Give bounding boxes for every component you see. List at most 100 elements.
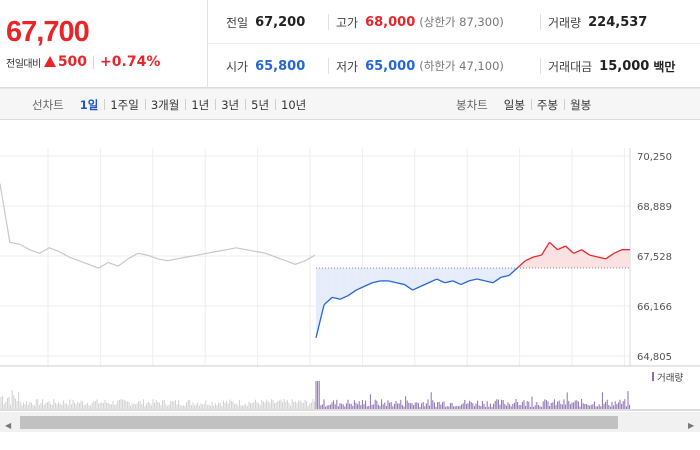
baseline-fill-segment — [372, 268, 381, 283]
baseline-fill-segment — [316, 268, 325, 338]
today-series-segment — [428, 278, 438, 284]
today-series-segment — [412, 285, 421, 291]
quote-grid: 전일 67,200 고가 68,000 (상한가 87,300) 거래량 224… — [208, 0, 700, 88]
today-series-segment — [404, 284, 413, 291]
baseline-fill-segment — [348, 268, 357, 296]
tab-line_items-4[interactable]: 3년 — [215, 97, 245, 113]
today-series-segment — [549, 241, 558, 251]
cell-divider — [328, 14, 329, 30]
today-line — [315, 241, 630, 338]
tab-candle_items-1[interactable]: 주봉 — [530, 97, 564, 113]
tab-line_items-2[interactable]: 3개월 — [144, 97, 185, 113]
today-series-segment — [355, 285, 365, 291]
today-series-segment — [565, 245, 575, 254]
baseline-fill-segment — [388, 268, 397, 283]
baseline-fill-segment — [380, 268, 389, 281]
today-series-segment — [484, 280, 494, 284]
today-series-segment — [589, 254, 598, 258]
tab-line_items-6[interactable]: 10년 — [275, 97, 312, 113]
volume-value: 224,537 — [588, 14, 648, 30]
volume-legend-swatch — [652, 372, 654, 381]
upper-limit: (상한가 87,300) — [419, 15, 504, 29]
baseline-fill-segment — [364, 268, 373, 287]
baseline-fill-segment — [485, 268, 494, 283]
today-series-segment — [597, 256, 606, 260]
prev-close-value: 67,200 — [255, 14, 306, 30]
scroll-right-arrow-icon: ▶ — [688, 421, 695, 430]
today-series-segment — [501, 274, 510, 278]
baseline-fill-segment — [613, 249, 622, 269]
baseline-fill-segment — [412, 268, 421, 291]
lower-limit: (하한가 47,100) — [419, 59, 504, 73]
baseline-fill-segment — [549, 242, 558, 269]
current-price: 67,700 — [6, 16, 90, 48]
today-series-segment — [605, 252, 615, 260]
baseline-fill-segment — [404, 268, 413, 291]
volume-label: 거래량 — [548, 15, 582, 30]
y-tick-label: 68,889 — [637, 202, 672, 213]
today-series-segment — [516, 260, 526, 269]
change-rate: +0.74% — [100, 54, 161, 70]
y-tick-label: 70,250 — [637, 152, 672, 163]
tab-line_items-1[interactable]: 1주일 — [104, 97, 144, 113]
today-series-segment — [476, 278, 486, 282]
baseline-fill-segment — [332, 268, 341, 300]
open-cell: 시가 65,800 — [226, 44, 305, 88]
volume-panel: 거래량 — [0, 365, 700, 411]
baseline-fill-segment — [468, 268, 478, 281]
amount-value: 15,000 — [599, 58, 650, 74]
volume-legend-label: 거래량 — [657, 372, 683, 384]
baseline-fill-segment — [396, 268, 405, 285]
tab-line_items-0[interactable]: 1일 — [79, 97, 99, 112]
y-tick-label: 66,166 — [637, 302, 672, 313]
baseline-fill-segment — [420, 268, 429, 287]
high-cell: 고가 68,000 (상한가 87,300) — [336, 0, 504, 44]
horizontal-scrollbar[interactable]: ◀ ▶ — [0, 412, 700, 432]
amount-label: 거래대금 — [548, 59, 593, 74]
candle-chart-tabs: 봉차트 일봉 주봉 월봉 — [456, 89, 597, 120]
tab-candle_items-2[interactable]: 월봉 — [564, 97, 597, 113]
baseline-fill-segment — [525, 257, 534, 269]
today-series-segment — [347, 289, 357, 297]
baseline-fill-segment — [356, 268, 365, 291]
quote-row-2: 시가 65,800 저가 65,000 (하한가 47,100) 거래대금 15… — [208, 44, 700, 88]
baseline-fill-segment — [597, 257, 606, 269]
low-value: 65,000 — [365, 58, 416, 74]
today-series-segment — [323, 296, 333, 306]
today-series-segment — [557, 245, 566, 251]
quote-row-1: 전일 67,200 고가 68,000 (상한가 87,300) 거래량 224… — [208, 0, 700, 44]
today-series-segment — [372, 280, 381, 284]
tab-line_items-5[interactable]: 5년 — [245, 97, 275, 113]
baseline-fill-segment — [428, 268, 437, 283]
baseline-fill-segment — [324, 268, 333, 305]
baseline-fill-segment — [460, 268, 469, 285]
baseline-fill-segment — [541, 242, 550, 269]
y-tick-label: 64,805 — [637, 352, 672, 363]
today-series-segment — [533, 254, 542, 258]
baseline-fill-segment — [477, 268, 486, 281]
tab-candle_items-0[interactable]: 일봉 — [503, 97, 525, 112]
line-chart-tabs: 선차트 1일 1주일 3개월 1년 3년 5년 10년 — [32, 89, 312, 120]
baseline-fill-segment — [589, 255, 598, 269]
plot-background — [0, 120, 700, 366]
today-series-segment — [396, 282, 405, 286]
baseline-fill-segment — [605, 253, 614, 269]
prev-close-label: 전일 — [226, 15, 249, 30]
low-cell: 저가 65,000 (하한가 47,100) — [336, 44, 504, 88]
cell-divider — [328, 58, 329, 74]
baseline-fill-segment — [493, 268, 502, 283]
today-series-segment — [364, 282, 373, 287]
baseline-fill-segment — [533, 255, 542, 269]
baseline-fill-segment — [565, 245, 574, 269]
prev-day-line — [0, 183, 316, 269]
today-series-segment — [540, 241, 551, 256]
today-series-segment — [525, 256, 534, 262]
change-label: 전일대비 — [6, 58, 41, 70]
today-series-segment — [339, 294, 349, 300]
baseline-fill-segment — [452, 268, 461, 285]
tab-line_items-3[interactable]: 1년 — [185, 97, 215, 113]
amount-unit: 백만 — [653, 59, 676, 74]
baseline-fill-segment — [444, 268, 453, 283]
